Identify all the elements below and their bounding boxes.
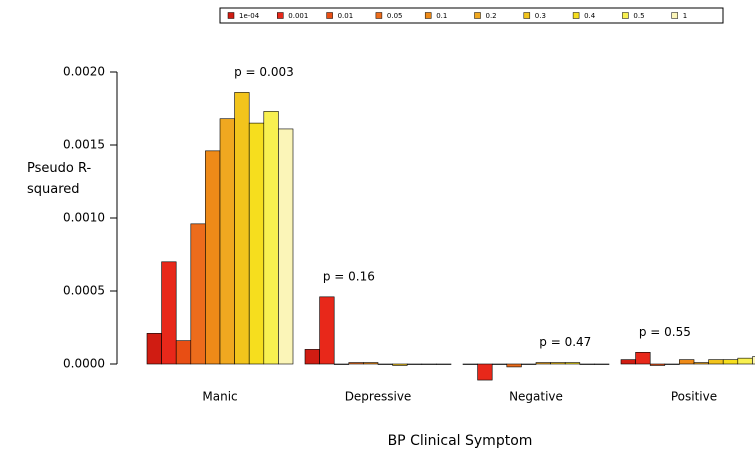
legend-swatch — [326, 12, 333, 19]
bar — [146, 333, 162, 365]
bar — [333, 363, 350, 365]
bar — [348, 362, 364, 365]
bar — [278, 128, 294, 365]
bar — [550, 362, 566, 365]
annotation: p = 0.003 — [234, 65, 294, 79]
bar — [564, 362, 581, 365]
y-tick-label: 0.0005 — [63, 284, 105, 298]
bar — [462, 363, 478, 365]
bar — [205, 150, 221, 365]
bar — [421, 363, 437, 365]
bar — [708, 359, 724, 365]
bar — [219, 118, 235, 365]
legend-swatch — [671, 12, 678, 19]
y-tick-label: 0.0015 — [63, 138, 105, 152]
legend-label: 1 — [683, 12, 687, 20]
y-tick-label: 0.0010 — [63, 211, 105, 225]
bar — [506, 363, 522, 368]
y-tick-label: 0.0000 — [63, 357, 105, 371]
bar — [436, 363, 452, 365]
bar — [752, 356, 755, 365]
bar — [363, 362, 379, 365]
y-axis-title: Pseudo R-squared — [27, 161, 92, 197]
legend-label: 0.5 — [633, 12, 644, 20]
annotation: p = 0.16 — [323, 269, 375, 283]
annotation: p = 0.47 — [539, 335, 591, 349]
bar — [175, 340, 192, 365]
legend-label: 0.3 — [535, 12, 546, 20]
bar — [649, 363, 666, 366]
bar — [319, 296, 335, 365]
legend-label: 1e-04 — [239, 12, 260, 20]
legend-label: 0.4 — [584, 12, 596, 20]
x-tick-label: Depressive — [345, 390, 412, 404]
annotation: p = 0.55 — [639, 325, 691, 339]
bar — [263, 111, 279, 365]
x-tick-label: Negative — [509, 390, 563, 404]
bar — [406, 363, 423, 365]
bar — [477, 363, 493, 381]
bar — [664, 363, 680, 365]
legend-swatch — [474, 12, 481, 19]
x-tick-label: Positive — [671, 390, 717, 404]
bar — [161, 261, 177, 365]
bar — [377, 363, 393, 365]
bar — [234, 92, 250, 365]
bar — [521, 363, 537, 365]
bar — [392, 363, 408, 366]
bar — [620, 359, 636, 365]
bar — [635, 352, 651, 365]
bar — [491, 363, 508, 365]
bar — [722, 359, 739, 365]
legend-label: 0.05 — [387, 12, 403, 20]
bar — [579, 363, 595, 365]
bar — [248, 122, 265, 365]
legend-swatch — [523, 12, 531, 19]
legend-swatch — [375, 12, 383, 19]
legend-swatch — [572, 12, 580, 19]
bar — [594, 363, 610, 365]
legend-label: 0.2 — [486, 12, 497, 20]
bar — [190, 223, 206, 365]
bar — [535, 362, 551, 365]
y-tick-label: 0.0020 — [63, 65, 105, 79]
legend-label: 0.01 — [338, 12, 354, 20]
legend-label: 0.001 — [288, 12, 308, 20]
x-axis-title: BP Clinical Symptom — [388, 433, 533, 449]
legend-swatch — [622, 12, 629, 19]
x-tick-label: Manic — [202, 390, 237, 404]
legend-label: 0.1 — [436, 12, 447, 20]
bar — [737, 357, 753, 365]
bar — [679, 359, 695, 365]
bar — [693, 362, 709, 365]
legend-box — [219, 7, 724, 24]
legend-swatch — [277, 12, 284, 19]
legend-swatch — [424, 12, 432, 19]
legend-swatch — [227, 12, 235, 19]
bar — [304, 349, 320, 365]
